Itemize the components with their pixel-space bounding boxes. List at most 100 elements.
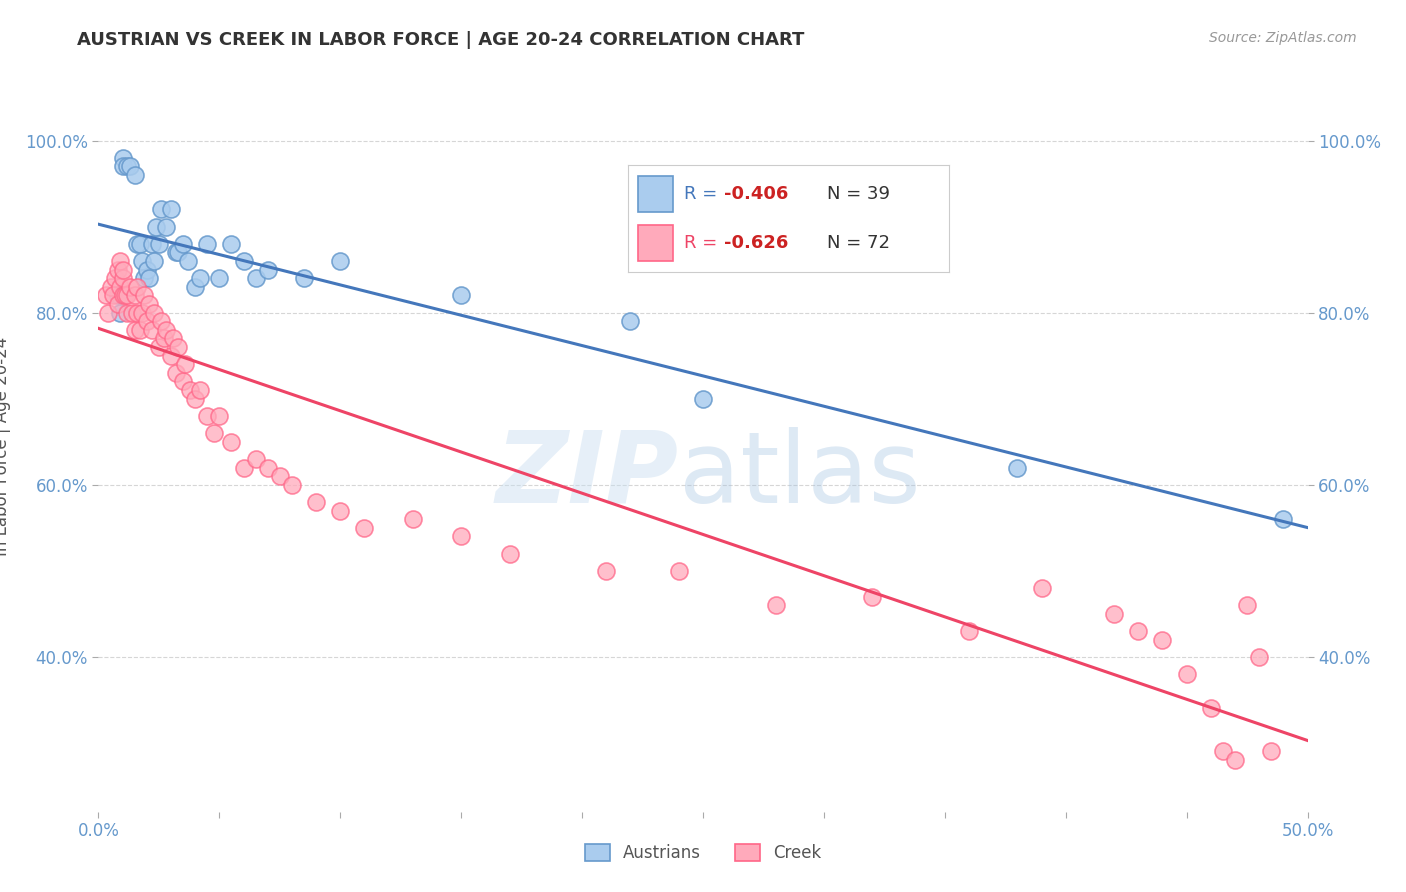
Point <box>107 262 129 277</box>
Point <box>1272 512 1295 526</box>
Text: -0.626: -0.626 <box>724 234 789 252</box>
Text: N = 39: N = 39 <box>827 186 890 203</box>
Point <box>184 392 207 406</box>
Point <box>329 254 352 268</box>
Text: ZIP: ZIP <box>496 426 679 524</box>
Point <box>148 236 170 251</box>
Point <box>1128 624 1150 638</box>
Point <box>111 271 134 285</box>
Point <box>118 280 141 294</box>
Point <box>167 245 190 260</box>
Point <box>124 288 146 302</box>
Text: Source: ZipAtlas.com: Source: ZipAtlas.com <box>1209 31 1357 45</box>
Text: AUSTRIAN VS CREEK IN LABOR FORCE | AGE 20-24 CORRELATION CHART: AUSTRIAN VS CREEK IN LABOR FORCE | AGE 2… <box>77 31 804 49</box>
Point <box>111 151 134 165</box>
Point <box>131 254 153 268</box>
Point <box>860 590 883 604</box>
Point <box>957 624 980 638</box>
Point <box>269 469 291 483</box>
Point <box>134 271 156 285</box>
Point <box>281 477 304 491</box>
Point <box>1260 744 1282 758</box>
Point <box>329 503 352 517</box>
Point <box>162 331 184 345</box>
Point <box>167 340 190 354</box>
Point <box>155 323 177 337</box>
Point <box>1223 753 1246 767</box>
Point <box>134 288 156 302</box>
Point <box>100 280 122 294</box>
Point <box>138 297 160 311</box>
Point <box>208 271 231 285</box>
Point <box>108 280 131 294</box>
Point <box>188 271 211 285</box>
Point <box>117 288 139 302</box>
Point <box>172 236 194 251</box>
Point <box>353 521 375 535</box>
Point <box>152 331 174 345</box>
Point <box>245 451 267 466</box>
Point <box>117 159 139 173</box>
Point <box>692 392 714 406</box>
Point <box>107 288 129 302</box>
Point <box>1007 460 1029 475</box>
Point <box>619 314 641 328</box>
Text: R =: R = <box>685 186 723 203</box>
Point <box>204 426 226 441</box>
Point <box>117 305 139 319</box>
Point <box>1175 667 1198 681</box>
Point <box>128 236 150 251</box>
Point <box>111 288 134 302</box>
Point <box>179 383 201 397</box>
Point <box>128 323 150 337</box>
Point <box>402 512 425 526</box>
Point <box>127 236 149 251</box>
Point <box>245 271 267 285</box>
Point <box>127 305 149 319</box>
Point <box>165 245 187 260</box>
Point <box>114 288 136 302</box>
Point <box>172 375 194 389</box>
Point <box>305 495 328 509</box>
Point <box>450 529 472 543</box>
Point <box>94 288 117 302</box>
Text: -0.406: -0.406 <box>724 186 789 203</box>
Point <box>127 280 149 294</box>
Point <box>160 202 183 217</box>
Point <box>108 305 131 319</box>
Point <box>256 460 278 475</box>
Text: atlas: atlas <box>679 426 921 524</box>
Bar <box>637 225 673 261</box>
Point <box>177 254 200 268</box>
Point <box>1102 607 1125 621</box>
Point <box>97 305 120 319</box>
Point <box>131 305 153 319</box>
Point <box>145 219 167 234</box>
Point <box>155 219 177 234</box>
Point <box>135 314 157 328</box>
Y-axis label: In Labor Force | Age 20-24: In Labor Force | Age 20-24 <box>0 336 11 556</box>
Text: N = 72: N = 72 <box>827 234 890 252</box>
Point <box>160 349 183 363</box>
Point <box>232 460 254 475</box>
Point <box>498 547 520 561</box>
Point <box>111 262 134 277</box>
Point <box>118 159 141 173</box>
Legend: Austrians, Creek: Austrians, Creek <box>585 844 821 862</box>
Point <box>141 323 163 337</box>
Bar <box>637 176 673 212</box>
Point <box>143 254 166 268</box>
Point <box>1199 701 1222 715</box>
Point <box>256 262 278 277</box>
Point <box>150 314 173 328</box>
Point <box>1152 632 1174 647</box>
Point <box>101 288 124 302</box>
Point <box>141 236 163 251</box>
Point <box>195 409 218 423</box>
Point <box>1236 598 1258 612</box>
Point <box>165 366 187 380</box>
Text: R =: R = <box>685 234 723 252</box>
Point <box>668 564 690 578</box>
Point <box>184 280 207 294</box>
Point <box>121 305 143 319</box>
